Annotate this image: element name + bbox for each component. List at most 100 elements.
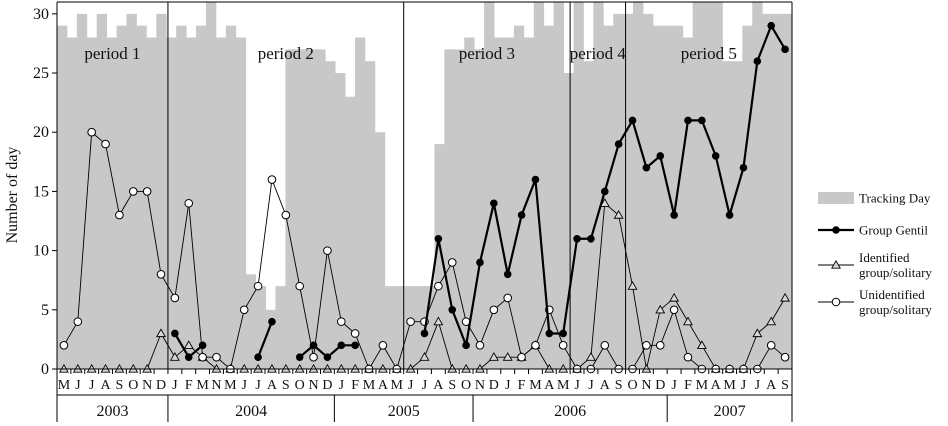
tracking-day-bar <box>623 13 634 369</box>
tracking-day-bar <box>364 61 376 370</box>
data-point-triangle <box>100 363 111 373</box>
data-point-triangle <box>447 363 458 373</box>
data-point-open <box>655 341 665 350</box>
tracking-day-bar <box>176 25 187 369</box>
data-point-filled <box>587 234 595 243</box>
tracking-day-bar <box>255 286 266 369</box>
data-point-open <box>517 352 526 362</box>
data-point-open <box>669 305 679 315</box>
tracking-day-bar <box>384 286 396 369</box>
month-label: J <box>75 378 81 393</box>
data-point-open <box>184 198 194 208</box>
data-point-triangle <box>156 328 166 338</box>
month-label: F <box>684 378 692 393</box>
tracking-day-bar <box>394 286 406 369</box>
tracking-day-bar <box>772 13 783 369</box>
month-label: N <box>641 378 651 393</box>
data-point-triangle <box>377 363 388 373</box>
tracking-day-bar <box>563 73 574 369</box>
data-point-open <box>531 341 540 350</box>
tracking-day-bar <box>503 37 515 370</box>
y-tick-label: 30 <box>33 6 49 23</box>
tracking-day-bar <box>672 25 684 369</box>
data-point-triangle <box>72 363 83 373</box>
data-point-triangle <box>308 363 319 373</box>
data-point-filled <box>171 329 179 338</box>
month-label: F <box>351 378 359 393</box>
data-point-filled <box>351 341 359 350</box>
y-tick-label: 25 <box>33 65 49 82</box>
month-label: N <box>308 378 318 393</box>
period-label: period 4 <box>570 44 627 63</box>
data-point-triangle <box>114 363 125 373</box>
data-point-triangle <box>405 363 416 373</box>
data-point-open <box>281 210 291 220</box>
month-label: M <box>224 378 237 393</box>
data-point-triangle <box>696 340 707 349</box>
data-point-filled <box>184 353 193 361</box>
legend-label: group/solitary <box>859 265 932 280</box>
month-label: A <box>433 378 444 393</box>
tracking-day-bar <box>732 61 743 370</box>
tracking-day-bar <box>66 37 78 370</box>
data-point-open <box>350 329 360 338</box>
data-point-open <box>212 352 221 362</box>
month-label: O <box>461 378 471 393</box>
data-point-open <box>87 127 96 137</box>
data-point-filled <box>614 140 623 148</box>
month-label: J <box>422 378 428 393</box>
month-label: D <box>322 378 332 393</box>
data-point-triangle <box>211 363 222 373</box>
tracking-day-bar <box>166 37 177 370</box>
data-point-triangle <box>128 363 139 373</box>
data-point-triangle <box>544 363 555 373</box>
month-label: J <box>339 378 345 393</box>
month-label: M <box>391 378 404 393</box>
data-point-filled <box>462 341 470 350</box>
tracking-day-bar <box>603 25 614 369</box>
month-label: M <box>529 378 542 393</box>
tracking-day-bar <box>215 37 227 370</box>
month-label: M <box>723 378 736 393</box>
y-tick-label: 20 <box>33 124 49 141</box>
tracking-day-bar <box>434 144 445 369</box>
month-label: O <box>627 378 637 393</box>
data-point-triangle <box>683 316 693 326</box>
period-label: period 1 <box>84 44 140 63</box>
tracking-day-bar <box>652 25 664 369</box>
year-label: 2006 <box>554 403 586 420</box>
period-dividers: period 1 period 2 period 3 period 4 period 5 <box>84 2 737 369</box>
month-label: A <box>100 378 111 393</box>
data-point-filled <box>781 45 789 54</box>
data-point-filled <box>434 234 443 243</box>
tracking-day-bar <box>146 37 157 370</box>
month-label: J <box>172 378 178 393</box>
series-line <box>257 321 273 358</box>
y-tick-label: 5 <box>41 302 49 319</box>
month-label: S <box>116 378 124 393</box>
year-label: 2003 <box>96 403 128 420</box>
month-label: D <box>655 378 665 393</box>
month-label: A <box>766 378 777 393</box>
tracking-day-bar <box>712 2 723 369</box>
month-label: A <box>378 378 389 393</box>
month-label: N <box>142 378 152 393</box>
month-label: A <box>267 378 278 393</box>
data-point-triangle <box>780 292 791 302</box>
month-label: N <box>211 378 221 393</box>
data-point-filled <box>295 353 304 361</box>
month-label: D <box>489 378 499 393</box>
month-label: J <box>755 378 761 393</box>
data-point-open <box>101 139 110 149</box>
legend-label: group/solitary <box>859 302 932 317</box>
period-label: period 3 <box>459 44 515 63</box>
tracking-day-bar <box>553 2 564 369</box>
data-point-open <box>253 281 263 291</box>
tracking-day-bar <box>325 61 336 370</box>
y-tick-label: 15 <box>33 183 49 200</box>
tracking-day-bar <box>662 25 674 369</box>
data-point-filled <box>684 116 692 125</box>
tracking-day-bar <box>633 2 644 369</box>
data-point-open <box>683 352 693 362</box>
month-label: J <box>588 378 594 393</box>
